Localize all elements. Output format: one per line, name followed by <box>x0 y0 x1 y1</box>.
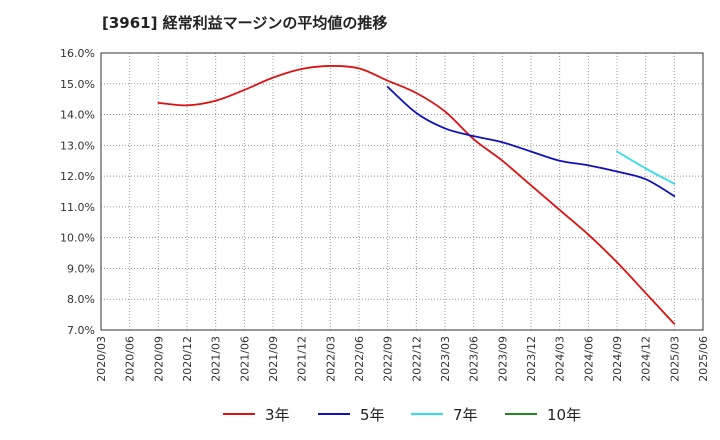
x-tick-label: 2022/09 <box>382 336 395 382</box>
x-tick-label: 2020/06 <box>124 336 137 382</box>
x-tick-label: 2023/06 <box>468 336 481 382</box>
legend: 3年 5年 7年 10年 <box>0 402 720 426</box>
legend-item: 3年 <box>223 402 290 426</box>
plot-frame <box>100 52 704 331</box>
chart-title: [3961] 経常利益マージンの平均値の推移 <box>102 14 388 32</box>
x-tick-label: 2024/06 <box>582 336 595 382</box>
legend-item: 10年 <box>505 402 581 426</box>
series-line <box>157 65 676 325</box>
legend-label: 10年 <box>547 405 582 424</box>
x-tick-label: 2024/09 <box>611 336 624 382</box>
x-tick-label: 2020/03 <box>95 336 108 382</box>
y-tick-label: 14.0% <box>60 109 95 122</box>
x-tick-label: 2021/12 <box>296 336 309 382</box>
legend-swatch <box>411 413 443 415</box>
x-tick-label: 2024/03 <box>554 336 567 382</box>
x-tick-label: 2023/12 <box>525 336 538 382</box>
x-tick-label: 2020/12 <box>181 336 194 382</box>
legend-item: 5年 <box>318 402 385 426</box>
legend-swatch <box>318 413 350 415</box>
x-tick-label: 2020/09 <box>152 336 165 382</box>
x-tick-label: 2024/12 <box>640 336 653 382</box>
y-tick-label: 16.0% <box>60 47 95 60</box>
series-line <box>616 150 676 185</box>
series-line <box>386 85 676 198</box>
legend-swatch <box>223 413 255 415</box>
x-tick-label: 2022/03 <box>324 336 337 382</box>
y-tick-label: 15.0% <box>60 78 95 91</box>
y-tick-label: 10.0% <box>60 232 95 245</box>
legend-item: 7年 <box>411 402 478 426</box>
y-tick-label: 8.0% <box>67 293 95 306</box>
y-tick-label: 9.0% <box>67 262 95 275</box>
x-tick-label: 2023/03 <box>439 336 452 382</box>
x-tick-label: 2022/06 <box>353 336 366 382</box>
y-tick-label: 11.0% <box>60 201 95 214</box>
x-tick-label: 2021/09 <box>267 336 280 382</box>
x-tick-label: 2025/06 <box>697 336 710 382</box>
y-tick-label: 13.0% <box>60 139 95 152</box>
legend-label: 7年 <box>453 405 478 424</box>
y-tick-label: 12.0% <box>60 170 95 183</box>
legend-label: 5年 <box>360 405 385 424</box>
legend-swatch <box>505 413 537 415</box>
x-tick-label: 2021/06 <box>238 336 251 382</box>
x-tick-label: 2021/03 <box>210 336 223 382</box>
legend-label: 3年 <box>265 405 290 424</box>
x-tick-label: 2025/03 <box>668 336 681 382</box>
plot-background <box>101 53 703 330</box>
x-tick-label: 2023/09 <box>496 336 509 382</box>
y-tick-label: 7.0% <box>67 324 95 337</box>
x-tick-label: 2022/12 <box>410 336 423 382</box>
